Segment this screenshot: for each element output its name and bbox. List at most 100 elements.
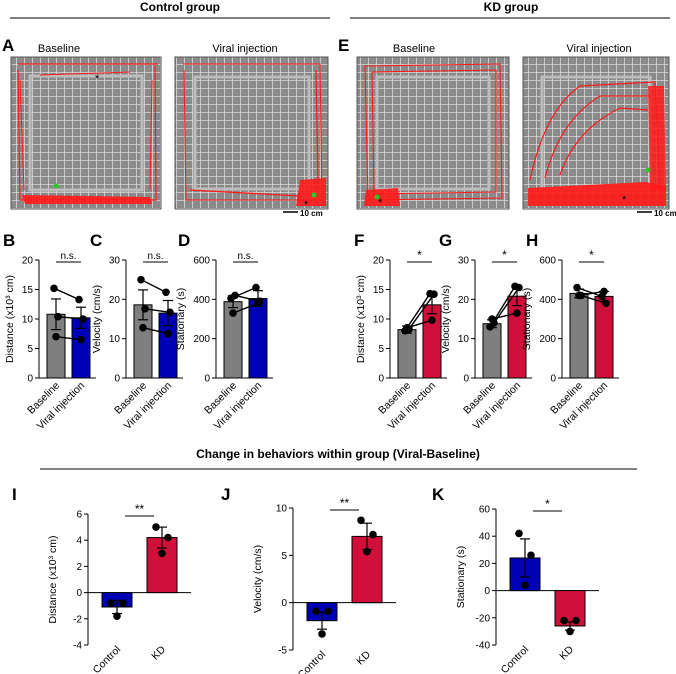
- cage-photo-e-viral: *: [522, 56, 670, 210]
- data-point: [403, 324, 411, 332]
- category-label: Control: [499, 644, 531, 674]
- panel-letter-j: J: [221, 485, 230, 504]
- data-point: [50, 284, 58, 293]
- y-tick-label: -4: [73, 641, 82, 652]
- y-tick-label: 20: [109, 295, 121, 306]
- paired-line: [142, 326, 169, 335]
- photo-label-e-viral: Viral injection: [566, 43, 631, 55]
- bar-viral-injection: [594, 295, 614, 379]
- panel-e-photos: E Baseline Viral injection * * 10 cm: [338, 36, 676, 218]
- y-axis-label: Stationary (s): [455, 546, 467, 608]
- data-point: [428, 316, 436, 324]
- y-axis-label: Velocity (cm/s): [252, 545, 264, 613]
- y-tick-label: 20: [458, 295, 470, 306]
- y-tick-label: 60: [479, 505, 491, 516]
- data-point: [254, 299, 262, 308]
- y-tick-label: 15: [22, 285, 34, 296]
- y-tick-label: 0: [27, 374, 33, 385]
- data-point: [164, 329, 172, 338]
- panel-letter-c: C: [90, 231, 102, 250]
- data-point: [521, 581, 529, 589]
- cage-photo-a-baseline: *: [10, 56, 162, 210]
- panel-letter-i: I: [12, 485, 17, 504]
- chart-panel-i: I -4 -2 0 2 4 6 Distance (x10³ cm) ** Control KD: [12, 485, 191, 674]
- y-tick-label: 0: [550, 374, 556, 385]
- data-point: [137, 275, 145, 284]
- y-tick-label: 10: [276, 504, 288, 515]
- significance-label: n.s.: [60, 251, 76, 262]
- data-point: [119, 599, 127, 607]
- data-point: [231, 291, 239, 300]
- significance-label: n.s.: [237, 251, 253, 262]
- significance-label: **: [340, 496, 350, 510]
- paired-line: [580, 294, 607, 304]
- control-group-title: Control group: [140, 0, 220, 14]
- data-point: [324, 607, 332, 615]
- bar-viral-injection: [422, 304, 442, 379]
- y-tick-label: 15: [373, 285, 385, 296]
- y-tick-label: 200: [539, 334, 556, 345]
- y-tick-label: 2: [76, 562, 82, 573]
- data-point: [229, 309, 237, 317]
- chart-panel-j: J -5 0 5 10 Velocity (cm/s) ** Control KD: [221, 485, 396, 674]
- data-point: [513, 309, 521, 317]
- data-point: [572, 616, 580, 625]
- data-point: [77, 335, 85, 344]
- data-point: [527, 551, 535, 560]
- data-point: [107, 599, 115, 607]
- chart-panel-k: K -40 -20 0 20 40 60 Stationary (s) * Control KD: [432, 485, 599, 674]
- y-tick-label: 10: [109, 334, 121, 345]
- y-tick-label: 400: [539, 295, 556, 306]
- scale-bar-label-a: 10 cm: [300, 209, 323, 218]
- y-axis-label: Stationary (s): [521, 288, 533, 350]
- data-point: [357, 516, 365, 525]
- panel-letter-f: F: [354, 231, 364, 250]
- category-label: Control: [296, 649, 328, 674]
- data-point: [152, 523, 160, 531]
- data-point: [52, 332, 60, 341]
- paired-line: [232, 302, 259, 314]
- y-tick-label: -40: [476, 641, 491, 652]
- paired-line: [53, 287, 80, 301]
- panel-letter-k: K: [432, 485, 445, 504]
- significance-label: *: [417, 248, 422, 262]
- y-tick-label: 0: [204, 374, 210, 385]
- scale-bar-label-e: 10 cm: [654, 209, 676, 218]
- panel-letter-g: G: [439, 231, 452, 250]
- y-tick-label: 5: [378, 344, 384, 355]
- y-tick-label: 10: [373, 315, 385, 326]
- data-point: [318, 630, 326, 638]
- photo-label-e-baseline: Baseline: [393, 43, 435, 55]
- change-section-title: Change in behaviors within group (Viral-…: [196, 447, 480, 461]
- y-tick-label: 0: [463, 374, 469, 385]
- data-point: [166, 308, 174, 317]
- y-tick-label: 0: [114, 374, 120, 385]
- category-label: KD: [149, 643, 168, 662]
- y-axis-label: Stationary (s): [175, 288, 187, 350]
- paired-line: [576, 286, 603, 298]
- panel-letter-a: A: [2, 36, 14, 55]
- y-tick-label: 200: [193, 334, 210, 345]
- y-tick-label: -5: [278, 646, 287, 657]
- data-point: [430, 290, 438, 299]
- y-tick-label: 20: [479, 559, 491, 570]
- data-point: [79, 315, 87, 323]
- data-point: [139, 323, 147, 332]
- bar-baseline: [569, 292, 589, 379]
- data-point: [573, 283, 581, 292]
- y-tick-label: 0: [378, 374, 384, 385]
- y-tick-label: 6: [76, 510, 82, 521]
- y-tick-label: 0: [76, 588, 82, 599]
- y-axis-label: Velocity (cm/s): [440, 285, 452, 353]
- data-point: [113, 612, 121, 620]
- y-tick-label: 10: [458, 334, 470, 345]
- data-point: [488, 315, 496, 323]
- y-tick-label: 0: [281, 598, 287, 609]
- kd-group-title: KD group: [484, 0, 539, 14]
- data-point: [164, 533, 172, 542]
